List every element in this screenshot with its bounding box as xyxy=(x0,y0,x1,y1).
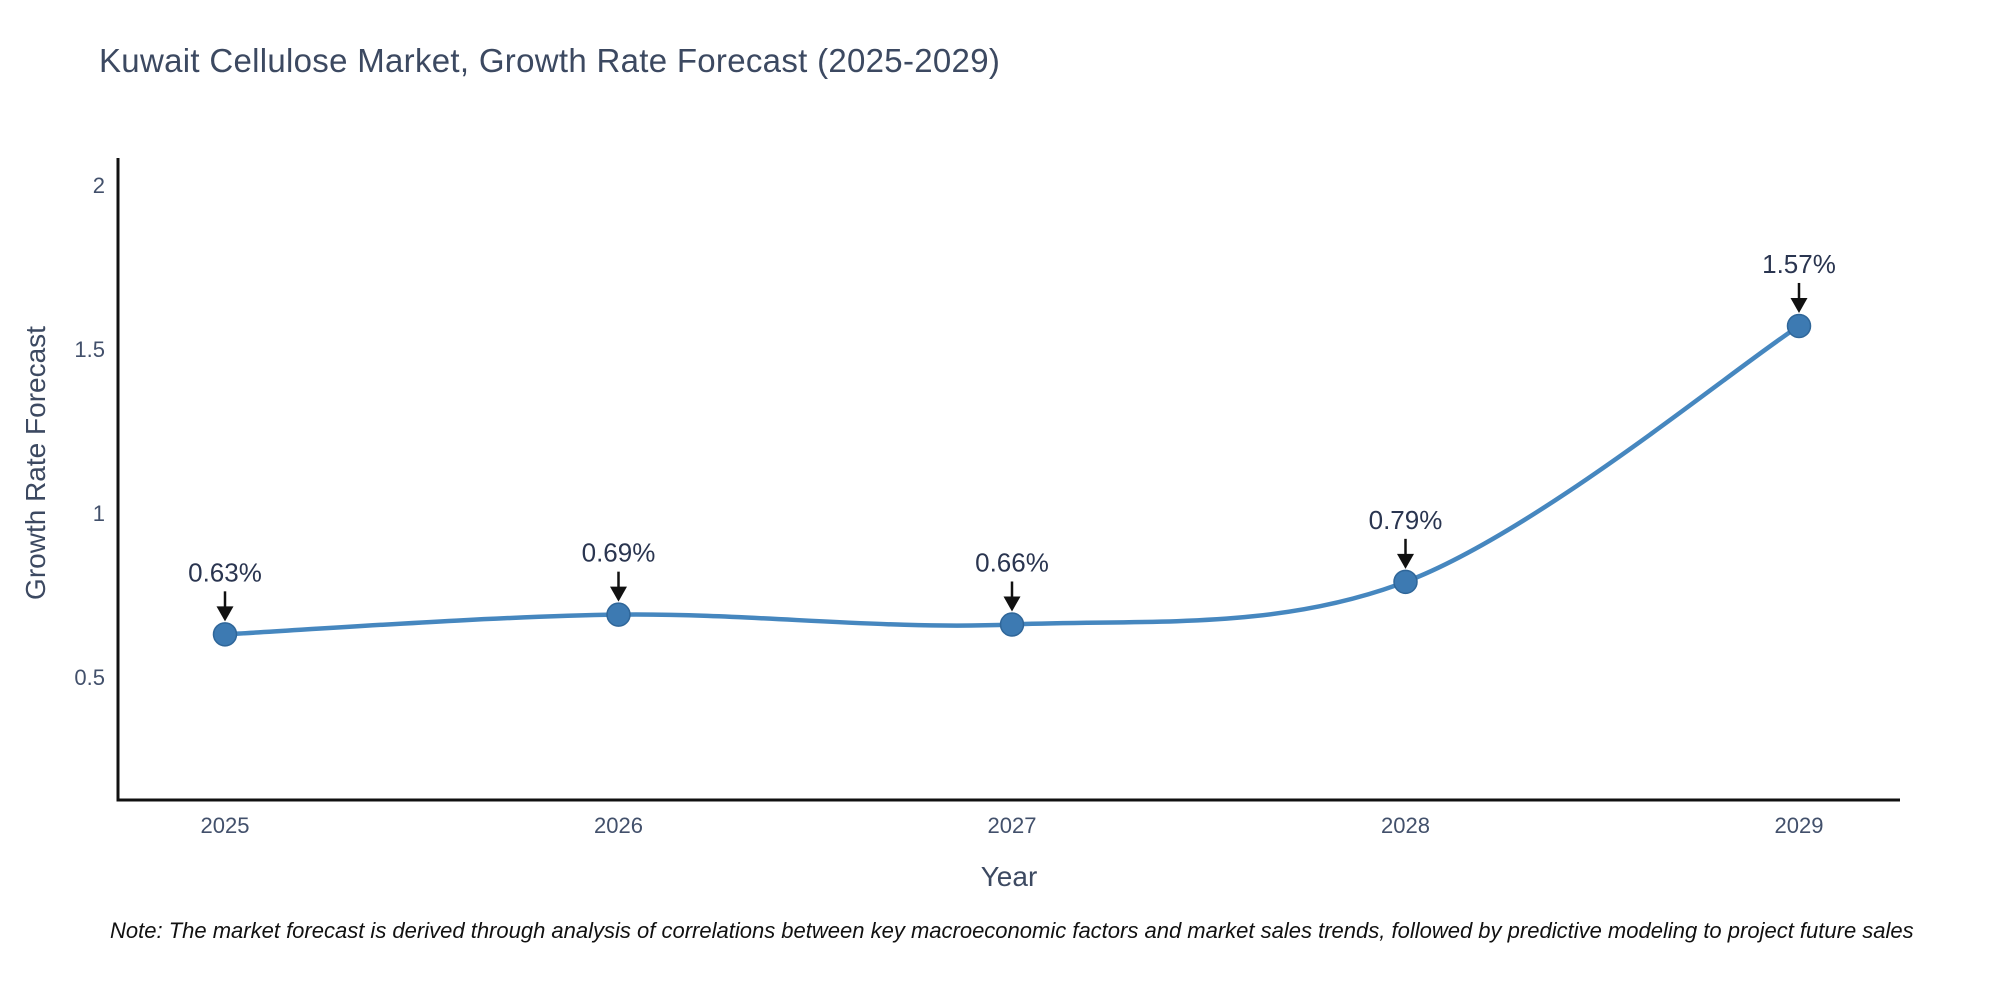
x-tick-label: 2029 xyxy=(1775,813,1824,838)
data-point-marker[interactable] xyxy=(1393,569,1418,595)
annotation-arrowhead xyxy=(1397,553,1414,569)
y-tick-label: 2 xyxy=(93,173,105,198)
annotation-arrowhead xyxy=(610,586,627,602)
annotation-arrowhead xyxy=(216,606,234,622)
x-tick-label: 2025 xyxy=(201,813,250,838)
annotation-label: 0.69% xyxy=(582,538,656,568)
data-point-marker[interactable] xyxy=(606,602,631,627)
y-tick-label: 0.5 xyxy=(74,665,105,690)
x-tick-label: 2027 xyxy=(988,813,1037,838)
footnote: Note: The market forecast is derived thr… xyxy=(110,918,1914,943)
chart-title: Kuwait Cellulose Market, Growth Rate For… xyxy=(99,42,1001,79)
data-point-marker[interactable] xyxy=(212,622,238,647)
annotation-arrowhead xyxy=(1003,596,1021,612)
annotation-label: 0.63% xyxy=(188,557,262,587)
x-tick-label: 2028 xyxy=(1381,813,1430,838)
annotation-label: 0.66% xyxy=(975,547,1049,577)
x-tick-label: 2026 xyxy=(594,813,643,838)
annotation-label: 0.79% xyxy=(1369,505,1443,535)
x-axis-title: Year xyxy=(980,861,1038,892)
data-point-marker[interactable] xyxy=(999,612,1025,637)
y-tick-label: 1.5 xyxy=(74,337,105,362)
annotation-arrowhead xyxy=(1790,297,1808,313)
y-tick-label: 1 xyxy=(93,501,105,526)
annotation-label: 1.57% xyxy=(1762,249,1836,279)
data-point-marker[interactable] xyxy=(1786,313,1812,339)
